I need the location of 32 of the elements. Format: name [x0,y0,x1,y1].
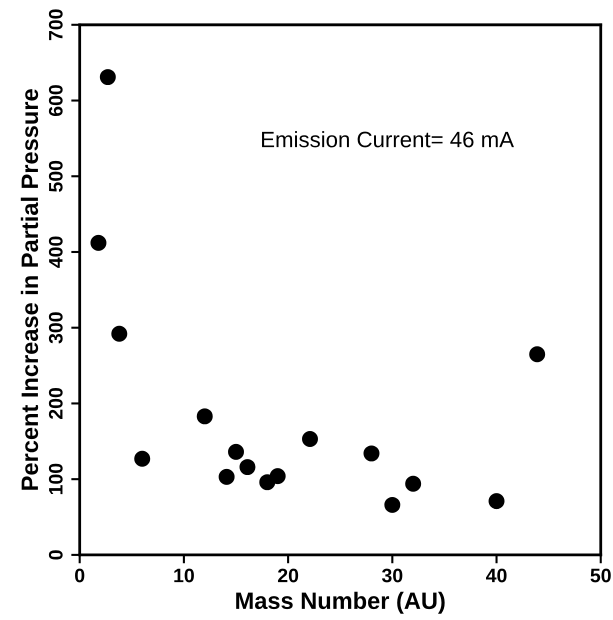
x-tick-label: 20 [278,568,298,582]
y-tick-label: 0 [48,550,63,560]
y-tick-label: 100 [48,464,63,494]
annotation: Emission Current= 46 mA [262,131,514,148]
x-tick-label: 50 [590,568,611,582]
y-tick-label: 500 [48,160,63,192]
point [302,431,318,448]
x-tick-label: 0 [75,568,84,582]
y-tick-label: 700 [48,9,63,40]
point [405,476,422,492]
point [364,445,380,462]
point [228,444,244,460]
point [111,326,128,342]
point [196,408,213,424]
y-tick-label: 200 [48,388,63,419]
point [384,496,400,513]
x-tick-label: 40 [486,568,507,582]
point [100,69,116,86]
point [218,468,235,485]
point [529,346,546,362]
y-tick-label: 400 [48,236,63,268]
point [90,234,106,251]
y-axis-title: Percent Increase in Partial Pressure [20,89,38,490]
x-tick-label: 10 [174,568,194,582]
y-tick-label: 300 [48,312,63,344]
point [239,459,256,476]
y-tick-label: 600 [48,85,63,116]
point [488,493,505,510]
point [134,450,150,467]
point [270,468,286,484]
x-axis-title: Mass Number (AU) [236,592,445,614]
x-tick-label: 30 [382,568,402,582]
